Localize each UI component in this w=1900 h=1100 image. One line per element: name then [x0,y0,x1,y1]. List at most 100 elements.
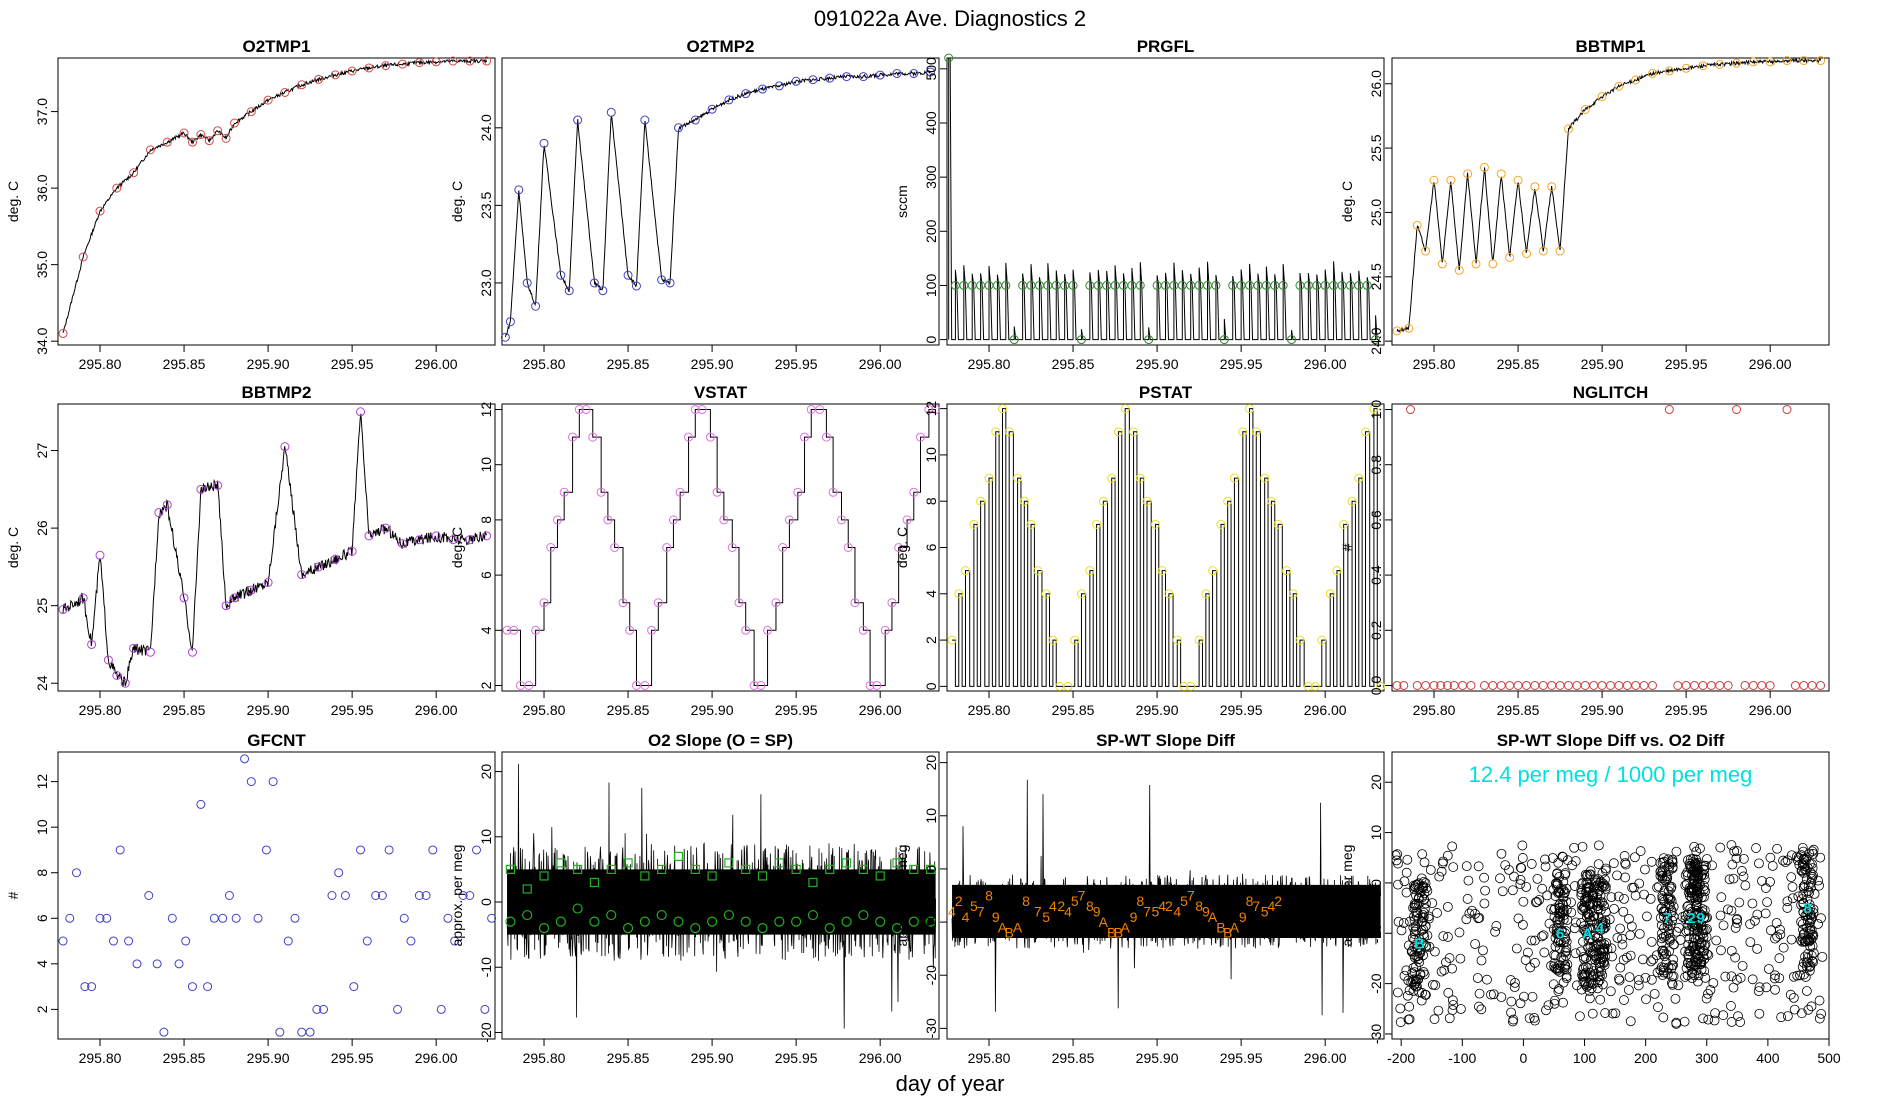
data-point [1026,519,1036,529]
data-point [1521,249,1531,259]
y-tick-label: -10 [1368,923,1384,943]
x-tick-label: 295.80 [1413,702,1456,718]
data-point [393,1004,403,1014]
scatter-point [1798,969,1809,980]
scatter-point [1696,964,1707,975]
scatter-point [1778,942,1789,953]
data-point [167,913,177,923]
pstat-line [952,408,1381,687]
point-label: 4 [1064,903,1072,919]
scatter-point [1578,964,1588,975]
plot-frame [501,751,940,1040]
data-point [931,405,941,415]
x-tick-label: 295.90 [1136,702,1179,718]
data-point [112,183,122,193]
data-point [727,543,737,552]
scatter-point [1557,925,1567,936]
scatter-point [1448,862,1459,872]
x-tick-label: 295.85 [1052,356,1095,372]
scatter-point [1715,910,1726,921]
scatter-point [1762,897,1772,908]
y-tick-label: 0 [1368,879,1384,887]
plot-area [1396,58,1822,333]
panel-6: PSTAT 295.80 295.85 295.90 295.95 296.00 0 2 4 6 8… [894,383,1386,718]
scatter-point [1467,905,1477,916]
scatter-point [1497,886,1508,897]
data-point [719,515,729,525]
data-point [984,473,994,483]
point-label: B [1114,925,1123,941]
scatter-point [1507,885,1518,896]
data-point [610,543,620,552]
scatter-point [1408,962,1419,973]
scatter-point [1598,956,1609,967]
data-point [1513,680,1523,690]
scatter-point [1802,915,1813,926]
data-point [1068,280,1078,290]
scatter-point [1789,1004,1800,1015]
scatter-point [1406,977,1417,988]
point-label: 9 [992,909,1000,925]
data-point [559,487,569,497]
scatter-point [1615,923,1625,934]
scatter-point [1508,1014,1519,1025]
data-point [145,647,155,657]
data-point [763,625,773,635]
data-point [1606,680,1615,690]
scatter-point [1686,960,1696,971]
data-point [758,84,768,94]
data-point [1339,519,1349,529]
scatter-point [1593,967,1604,977]
data-point [196,799,206,809]
scatter-point [1595,939,1606,950]
scatter-point [1593,840,1604,851]
circle-marker [841,916,852,927]
data-point [1530,680,1540,690]
scatter-point [1687,973,1698,984]
scatter-point [1598,901,1609,911]
circle-marker [673,916,684,927]
data-point [174,959,184,969]
x-tick-label: 295.85 [163,356,206,372]
panel-5: VSTAT 295.80 295.85 295.90 295.95 296.00 2 4 6 8 1… [449,383,941,718]
scatter-point [1618,954,1629,965]
scatter-point [1807,929,1817,940]
square-marker [892,858,902,868]
data-point [1732,58,1742,68]
scatter-point [1520,955,1531,965]
data-point [129,168,139,178]
noise-band [507,869,936,935]
data-point [1303,681,1313,691]
plot-frame [1391,403,1830,692]
scatter-point [1655,870,1666,881]
scatter-point [1805,903,1816,913]
data-point [522,278,532,288]
scatter-point [1566,897,1576,908]
y-tick-label: 400 [923,111,939,135]
scatter-point [1473,861,1484,872]
data-point [297,1027,307,1037]
data-point [1496,169,1506,179]
data-point [531,301,541,311]
scatter-point [1801,957,1812,968]
point-label: 8 [1246,893,1254,909]
scatter-point [1569,923,1580,934]
scatter-point [1664,946,1674,957]
scatter-point [1817,951,1828,962]
data-point [1288,589,1298,599]
plot-area [506,763,936,1029]
data-point [253,913,263,923]
point-label: 9 [1202,903,1210,919]
scatter-point [1693,918,1704,929]
scatter-point [1422,886,1433,896]
point-label: 9 [1093,903,1101,919]
scatter-point [1534,895,1544,905]
scatter-point [1642,911,1652,922]
data-point [887,598,897,608]
x-tick-label: 295.95 [331,356,374,372]
scatter-point [1610,1008,1621,1019]
point-label: 7 [1187,888,1195,904]
scatter-point [1680,880,1691,891]
scatter-point [1551,925,1562,936]
y-tick-label: 10 [478,457,494,473]
